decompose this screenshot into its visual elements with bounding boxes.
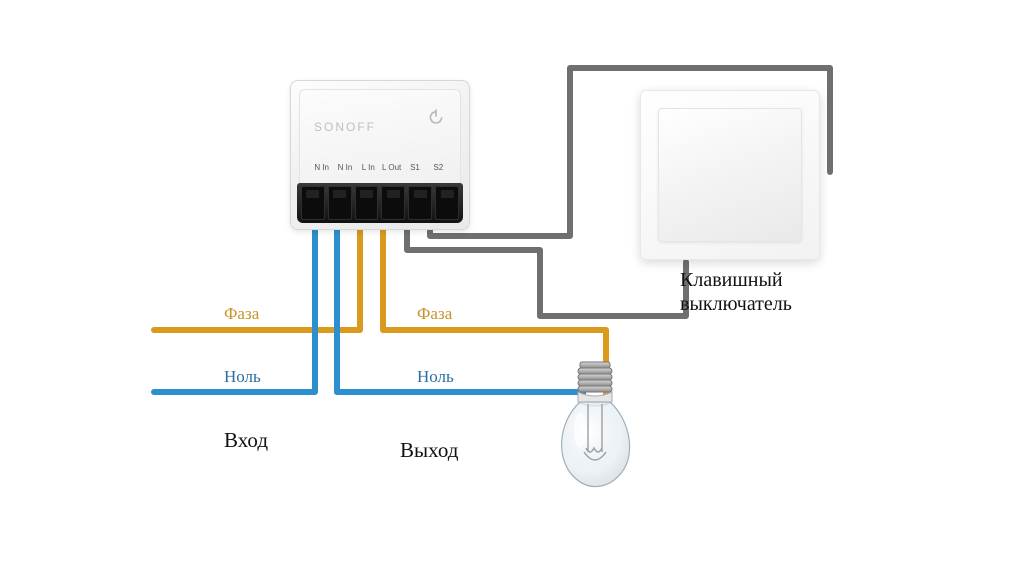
terminal-label: S2 — [427, 163, 450, 172]
reset-icon — [428, 108, 444, 130]
relay-module: SONOFF N In N In L In L Out S1 S2 — [290, 80, 470, 230]
switch-rocker — [658, 108, 802, 242]
terminal — [435, 186, 459, 220]
relay-brand-label: SONOFF — [314, 120, 376, 134]
wall-switch — [640, 90, 820, 260]
terminal — [301, 186, 325, 220]
label-neutral-out: Ноль — [417, 367, 454, 387]
terminal — [355, 186, 379, 220]
light-bulb-icon — [550, 360, 640, 490]
terminal-label: L In — [357, 163, 380, 172]
terminal-label: N In — [310, 163, 333, 172]
terminal-labels-row: N In N In L In L Out S1 S2 — [310, 163, 450, 172]
terminal-strip — [297, 183, 463, 223]
label-switch: Клавишныйвыключатель — [680, 268, 792, 316]
terminal — [381, 186, 405, 220]
label-phase-in: Фаза — [224, 304, 259, 324]
terminal — [328, 186, 352, 220]
terminal-label: S1 — [403, 163, 426, 172]
label-output: Выход — [400, 438, 458, 463]
terminal-label: L Out — [380, 163, 403, 172]
terminal — [408, 186, 432, 220]
wire-neutral-out — [337, 392, 583, 401]
label-phase-out: Фаза — [417, 304, 452, 324]
label-input: Вход — [224, 428, 268, 453]
wiring-diagram-svg — [0, 0, 1024, 576]
terminal-label: N In — [333, 163, 356, 172]
label-neutral-in: Ноль — [224, 367, 261, 387]
